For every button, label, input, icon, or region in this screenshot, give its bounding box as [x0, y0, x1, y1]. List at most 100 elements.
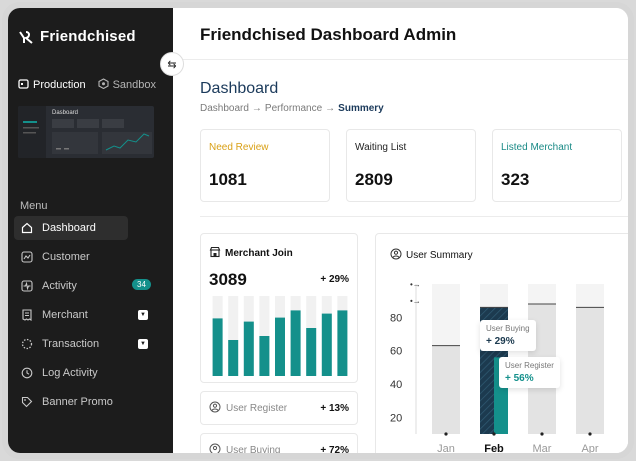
card-title: Merchant Join [225, 248, 293, 259]
bar-track [228, 296, 239, 376]
sidebar-item-label: Dashboard [42, 222, 96, 234]
user-buying-bar [432, 345, 460, 434]
home-icon [20, 221, 34, 235]
dotted-circle-icon [20, 337, 34, 351]
tooltip-label: User Register [505, 361, 554, 370]
store-icon [18, 78, 29, 92]
dashboard-preview-thumbnail[interactable]: Dasboard [18, 106, 154, 158]
chevron-down-icon[interactable]: ▼ [138, 310, 148, 320]
sidebar-item-dashboard[interactable]: Dashboard [14, 216, 128, 240]
card-label: User Register [209, 401, 320, 416]
sidebar-item-label: Banner Promo [42, 396, 113, 408]
sidebar: Friendchised Production Sandbox Dasboard [8, 8, 173, 453]
axis-arrow-icon: •→ [410, 297, 421, 306]
merchant-join-bar [275, 317, 285, 376]
breadcrumb-item[interactable]: Performance [264, 103, 323, 114]
main-content: Friendchised Dashboard Admin Dashboard D… [173, 8, 628, 453]
env-production[interactable]: Production [18, 78, 86, 92]
environment-switch: Production Sandbox [18, 78, 156, 92]
user-register-change: + 13% [320, 402, 349, 414]
thumbnail-graphic [18, 106, 152, 158]
bar-base-dot [588, 432, 592, 436]
top-bar: Friendchised Dashboard Admin [173, 8, 628, 60]
app-title: Friendchised Dashboard Admin [200, 25, 457, 44]
sidebar-item-banner-promo[interactable]: Banner Promo [14, 390, 164, 414]
env-sandbox[interactable]: Sandbox [98, 78, 156, 92]
tag-icon [20, 395, 34, 409]
breadcrumb-current: Summery [338, 103, 384, 114]
axis-arrow-icon: •→ [410, 280, 421, 289]
bar-base-dot [492, 432, 496, 436]
merchant-join-bar [243, 321, 254, 376]
env-production-label: Production [33, 79, 86, 91]
menu-section-label: Menu [20, 200, 48, 212]
x-tick-label: Mar [533, 443, 552, 455]
y-tick-label: 40 [390, 379, 402, 391]
y-tick-label: 80 [390, 312, 402, 324]
y-tick-label: 20 [390, 412, 402, 424]
sidebar-item-label: Merchant [42, 309, 88, 321]
card-title: User Summary [406, 250, 473, 261]
x-tick-label: Apr [581, 443, 598, 455]
breadcrumb-separator-icon: → [325, 103, 336, 114]
merchant-join-value: 3089 [209, 270, 247, 289]
tooltip-label: User Buying [486, 324, 530, 333]
sidebar-item-merchant[interactable]: Merchant ▼ [14, 303, 164, 327]
clock-icon [20, 366, 34, 380]
stat-card-need-review[interactable]: Need Review 1081 [200, 129, 330, 202]
sidebar-item-activity[interactable]: Activity 34 [14, 274, 164, 298]
user-register-card[interactable]: User Register + 13% [200, 391, 358, 425]
breadcrumb-separator-icon: → [251, 103, 262, 114]
activity-count-badge: 34 [132, 279, 151, 290]
x-tick-label: Jan [437, 443, 455, 455]
brand[interactable]: Friendchised [18, 28, 136, 45]
tooltip-user-buying: User Buying + 29% [480, 320, 536, 351]
user-icon [390, 248, 402, 263]
stat-value: 1081 [209, 170, 247, 189]
user-icon [209, 401, 221, 416]
merchant-join-bar-chart [212, 296, 348, 376]
user-buying-bar [576, 307, 604, 434]
sidebar-item-label: Activity [42, 280, 77, 292]
card-header: User Summary [390, 248, 473, 263]
sidebar-item-label: Customer [42, 251, 90, 263]
merchant-join-bar [212, 318, 223, 376]
merchant-join-bar [228, 340, 239, 376]
breadcrumb-item[interactable]: Dashboard [200, 103, 249, 114]
tooltip-value: + 56% [505, 373, 534, 384]
hexagon-icon [98, 78, 109, 92]
chevron-down-icon[interactable]: ▼ [138, 339, 148, 349]
bar-base-dot [540, 432, 544, 436]
merchant-join-change: + 29% [320, 274, 349, 285]
sidebar-item-transaction[interactable]: Transaction ▼ [14, 332, 164, 356]
merchant-join-bar [306, 328, 317, 376]
sidebar-item-customer[interactable]: Customer [14, 245, 164, 269]
receipt-icon [20, 308, 34, 322]
stat-label: Need Review [209, 142, 269, 153]
merchant-join-bar [337, 310, 348, 376]
breadcrumb: Dashboard → Performance → Summery [200, 103, 384, 114]
user-sync-icon [209, 443, 221, 453]
stat-label: Waiting List [355, 142, 407, 153]
sidebar-nav: Dashboard Customer Activity 34 Merchant [14, 216, 164, 419]
x-tick-label: Feb [484, 443, 504, 455]
chart-line-icon [20, 250, 34, 264]
stat-label: Listed Merchant [501, 142, 573, 153]
user-summary-card[interactable]: User Summary 20 40 60 80 •→ •→ Jan Feb Mar Apr Us… [375, 233, 628, 455]
brand-name: Friendchised [40, 28, 136, 45]
merchant-join-bar [321, 313, 332, 376]
section-divider [200, 216, 628, 217]
user-buying-card[interactable]: User Buying + 72% [200, 433, 358, 453]
stat-card-listed-merchant[interactable]: Listed Merchant 323 [492, 129, 622, 202]
sidebar-item-log-activity[interactable]: Log Activity [14, 361, 164, 385]
sidebar-toggle-button[interactable]: ⇆ [160, 52, 184, 76]
merchant-join-card[interactable]: Merchant Join 3089 + 29% [200, 233, 358, 383]
thumbnail-title: Dasboard [52, 110, 79, 116]
y-tick-label: 60 [390, 346, 402, 358]
bar-base-dot [444, 432, 448, 436]
card-header: Merchant Join [209, 246, 293, 261]
stat-card-waiting-list[interactable]: Waiting List 2809 [346, 129, 476, 202]
page-title: Dashboard [200, 80, 279, 97]
merchant-join-bar [259, 336, 270, 376]
store-icon [209, 246, 221, 261]
